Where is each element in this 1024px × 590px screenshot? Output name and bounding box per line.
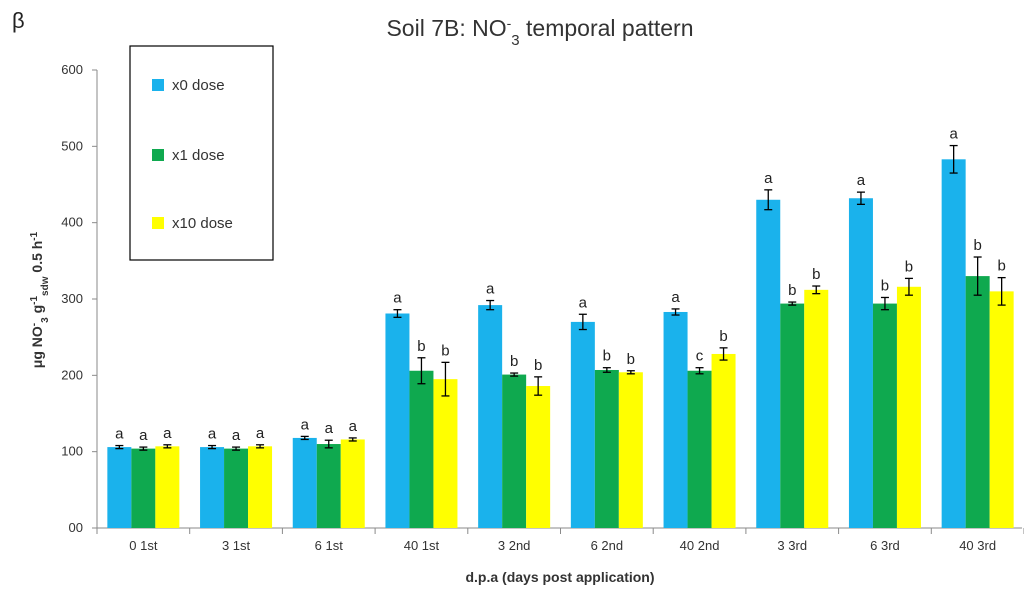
significance-letter: a bbox=[139, 427, 148, 444]
y-tick-label: 400 bbox=[61, 215, 83, 230]
x-tick-label: 40 3rd bbox=[959, 538, 996, 553]
bar-x10-dose bbox=[433, 379, 458, 528]
chart-title-part: Soil 7B: NO bbox=[386, 15, 506, 41]
significance-letter: b bbox=[534, 357, 542, 374]
x-tick-label: 3 3rd bbox=[777, 538, 807, 553]
significance-letter: a bbox=[325, 420, 334, 437]
significance-letter: a bbox=[115, 426, 124, 443]
significance-letter: b bbox=[510, 353, 518, 370]
y-tick-label: 500 bbox=[61, 138, 83, 153]
bar-x0-dose bbox=[292, 437, 317, 528]
bar-x10-dose bbox=[155, 446, 180, 528]
significance-letter: a bbox=[764, 170, 773, 187]
legend: x0 dose x1 dose x10 dose bbox=[129, 45, 274, 261]
significance-letter: b bbox=[627, 351, 635, 368]
y-tick-label: 600 bbox=[61, 62, 83, 77]
bar-x0-dose bbox=[570, 321, 595, 528]
bar-x1-dose bbox=[594, 369, 619, 528]
significance-letter: b bbox=[905, 258, 913, 275]
legend-label: x10 dose bbox=[172, 215, 233, 232]
bar-x0-dose bbox=[107, 447, 132, 528]
bar-x1-dose bbox=[131, 448, 156, 528]
significance-letter: a bbox=[486, 281, 495, 298]
bar-x1-dose bbox=[872, 303, 897, 528]
bar-x10-dose bbox=[896, 286, 921, 528]
legend-swatch bbox=[152, 149, 164, 161]
bar-x10-dose bbox=[711, 353, 736, 528]
bar-x0-dose bbox=[385, 313, 410, 528]
bar-x10-dose bbox=[526, 386, 551, 528]
significance-letter: a bbox=[579, 294, 588, 311]
y-tick-label: 200 bbox=[61, 367, 83, 382]
significance-letter: b bbox=[719, 328, 727, 345]
bar-x1-dose bbox=[965, 276, 990, 528]
legend-swatch bbox=[152, 79, 164, 91]
x-tick-label: 6 2nd bbox=[591, 538, 624, 553]
panel-label: β bbox=[12, 8, 25, 33]
y-tick-label: 100 bbox=[61, 444, 83, 459]
significance-letter: a bbox=[349, 418, 358, 435]
x-tick-label: 0 1st bbox=[129, 538, 158, 553]
significance-letter: a bbox=[671, 289, 680, 306]
significance-letter: a bbox=[393, 290, 402, 307]
bar-x0-dose bbox=[941, 159, 966, 528]
significance-letter: a bbox=[301, 416, 310, 433]
bar-x1-dose bbox=[687, 370, 712, 528]
bar-x10-dose bbox=[248, 446, 273, 528]
significance-letter: b bbox=[788, 282, 796, 299]
significance-letter: a bbox=[949, 126, 958, 143]
significance-letter: a bbox=[256, 425, 265, 442]
legend-label: x0 dose bbox=[172, 77, 225, 94]
significance-letter: b bbox=[812, 266, 820, 283]
bar-x10-dose bbox=[804, 289, 829, 528]
bar-x1-dose bbox=[780, 303, 805, 528]
significance-letter: a bbox=[163, 425, 172, 442]
error-bars bbox=[115, 144, 1006, 451]
significance-letter: b bbox=[441, 342, 449, 359]
significance-letter: b bbox=[973, 237, 981, 254]
bar-x0-dose bbox=[200, 447, 225, 528]
x-tick-label: 40 2nd bbox=[680, 538, 720, 553]
chart-title: Soil 7B: NO-3 temporal pattern bbox=[386, 15, 693, 49]
significance-letter: a bbox=[208, 426, 217, 443]
x-tick-label: 3 2nd bbox=[498, 538, 531, 553]
bar-x10-dose bbox=[618, 372, 643, 528]
y-tick-label: 300 bbox=[61, 291, 83, 306]
legend-swatch bbox=[152, 217, 164, 229]
bar-x0-dose bbox=[756, 199, 781, 528]
bar-x1-dose bbox=[316, 444, 341, 528]
significance-letter: a bbox=[232, 427, 241, 444]
significance-letter: b bbox=[417, 338, 425, 355]
bar-x10-dose bbox=[340, 439, 365, 528]
bar-x1-dose bbox=[224, 448, 249, 528]
bar-x1-dose bbox=[409, 370, 434, 528]
bar-x0-dose bbox=[478, 305, 503, 528]
bar-x0-dose bbox=[848, 198, 873, 529]
bar-x0-dose bbox=[663, 311, 688, 528]
tick-labels: 00 100 200 300 400 500 600 0 1st 3 1st 6 1st 40 1s… bbox=[61, 62, 996, 553]
significance-letter: b bbox=[603, 348, 611, 365]
bar-x1-dose bbox=[502, 374, 527, 528]
legend-label: x1 dose bbox=[172, 147, 225, 164]
x-axis-title: d.p.a (days post application) bbox=[465, 569, 654, 585]
x-tick-label: 6 1st bbox=[315, 538, 344, 553]
x-tick-label: 3 1st bbox=[222, 538, 251, 553]
y-axis-title: μg NO-3 g-1sdw 0.5 h-1 bbox=[29, 231, 51, 368]
bars bbox=[107, 159, 1014, 529]
bar-x10-dose bbox=[989, 291, 1014, 528]
x-tick-label: 6 3rd bbox=[870, 538, 900, 553]
y-tick-label: 00 bbox=[69, 520, 83, 535]
x-tick-label: 40 1st bbox=[404, 538, 440, 553]
significance-letter: a bbox=[857, 172, 866, 189]
significance-letter: b bbox=[997, 258, 1005, 275]
significance-letter: b bbox=[881, 277, 889, 294]
significance-letter: c bbox=[696, 348, 704, 365]
